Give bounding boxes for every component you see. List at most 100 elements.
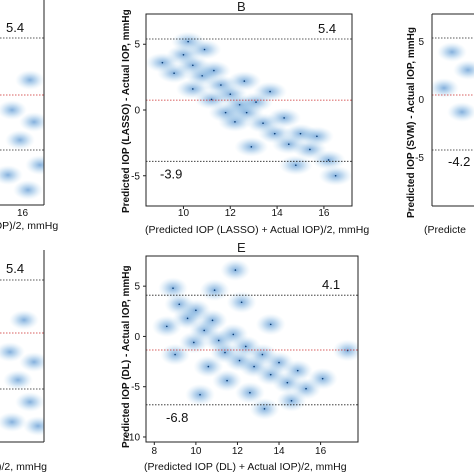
blobs-a-cluster-1	[0, 100, 27, 120]
blobs-a-cluster-0	[15, 70, 44, 90]
panel-b-point-center-1	[182, 53, 185, 56]
blobs-c-cluster-3	[447, 102, 474, 122]
blobs-a-cluster-3	[5, 130, 35, 150]
panel-e-x-tick-label-0: 8	[152, 446, 158, 457]
panel-e-point-center-14	[269, 373, 272, 376]
panel-e-point-center-13	[261, 353, 264, 356]
blobs-a-cluster-2	[19, 112, 44, 132]
panel-e-point-center-5	[211, 319, 214, 322]
panel-b-x-tick-label-2: 14	[272, 208, 284, 219]
panel-e-point-center-9	[232, 333, 235, 336]
panel-a-x-tick: 16	[17, 208, 29, 219]
panel-a-x-label: OP)/2, mmHg	[0, 220, 58, 232]
panel-b-point-center-19	[309, 148, 311, 151]
panel-e-x-tick-label-4: 16	[315, 446, 327, 457]
panel-e-point-center-21	[249, 391, 251, 394]
panel-e-blobs	[151, 259, 358, 420]
panel-b-x-tick-label-3: 16	[318, 208, 330, 219]
panel-e-point-center-11	[244, 345, 247, 348]
panel-b-point-center-27	[295, 164, 297, 167]
panel-e-y-tick-label-3: -10	[126, 432, 141, 443]
panel-e-point-center-1	[178, 303, 181, 306]
blobs-d-cluster-4	[15, 392, 44, 412]
blobs-d-cluster-3	[3, 370, 33, 390]
panel-b-point-center-8	[210, 98, 213, 101]
panel-c-y-label: Predicted IOP (SVM) - Actual IOP, mmHg	[406, 27, 417, 218]
panel-e-point-center-15	[278, 361, 280, 364]
blobs-d-cluster-1	[0, 342, 25, 362]
panel-c-lower-loa-label: -4.2	[448, 154, 470, 169]
panel-b-point-center-11	[245, 111, 248, 114]
panel-c-y-tick-5: 5	[418, 37, 424, 48]
panel-b-letter: B	[237, 0, 246, 14]
panel-b-point-center-0	[173, 72, 175, 74]
panel-e-point-center-26	[165, 325, 168, 328]
panel-d-upper-loa-label: 5.4	[6, 261, 24, 276]
panel-b-x-tick-label-1: 12	[225, 208, 237, 219]
panel-b-y-tick-label-0: 5	[134, 40, 140, 51]
panel-e-point-center-31	[321, 377, 324, 380]
panel-b-point-center-20	[316, 135, 318, 138]
panel-b-y-tick-label-1: 0	[134, 106, 140, 117]
panel-e-point-center-0	[172, 287, 174, 289]
panel-e-point-center-8	[224, 351, 226, 354]
blobs-a-cluster-6	[13, 180, 43, 200]
panel-e-x-label: (Predicted IOP (DL) + Actual IOP)/2, mmH…	[144, 461, 347, 473]
panel-e-x-tick-label-3: 14	[273, 446, 285, 457]
panel-e-point-center-20	[226, 379, 228, 382]
panel-c-y-tick-0: 0	[418, 95, 424, 106]
panel-e-point-center-32	[199, 393, 201, 396]
blobs-d-cluster-0	[9, 310, 39, 330]
panel-b: B 5.4 -3.9 10 12 14 16 5 0 -5 (Predicted IOP …	[121, 0, 369, 236]
panel-b-point-center-28	[250, 146, 253, 148]
panel-e-point-center-28	[290, 399, 293, 402]
panel-e-point-center-24	[269, 323, 272, 326]
blobs-c-cluster-0	[437, 42, 467, 62]
panel-b-x-ticks: 10 12 14 16	[178, 206, 330, 219]
panel-a: 5.4 16 OP)/2, mmHg	[0, 0, 58, 232]
panel-e-point-center-29	[263, 408, 266, 410]
panel-b-y-label: Predicted IOP (LASSO) - Actual IOP, mmHg	[121, 9, 132, 213]
panel-b-point-center-6	[213, 69, 215, 72]
panel-b-y-ticks: 5 0 -5	[131, 40, 146, 182]
panel-b-point-center-2	[192, 64, 194, 67]
panel-e-x-ticks: 8 10 12 14 16	[152, 442, 327, 457]
panel-b-point-center-15	[273, 132, 276, 135]
panel-e-point-center-22	[174, 353, 176, 356]
panel-a-upper-loa-label: 5.4	[6, 20, 24, 35]
panel-e-point-center-10	[238, 359, 241, 362]
panel-e-point-center-23	[240, 301, 243, 304]
panel-e-y-tick-label-1: 0	[134, 332, 140, 343]
panel-b-point-center-16	[283, 117, 285, 119]
panel-e-point-center-30	[234, 269, 237, 271]
panel-e-y-label: Predicted IOP (DL) - Actual IOP, mmHg	[121, 265, 132, 448]
panel-e-point-center-7	[217, 339, 220, 342]
panel-c: 5 0 -5 -4.2 Predicted IOP (SVM) - Actual…	[406, 13, 474, 236]
panel-b-point-center-25	[269, 90, 271, 93]
panel-b-x-label: (Predicted IOP (LASSO) + Actual IOP)/2, …	[145, 224, 369, 236]
panel-e-point-27	[332, 339, 358, 362]
panel-e-upper-loa-label: 4.1	[322, 277, 340, 292]
blobs-d-cluster-6	[23, 416, 44, 436]
panel-b-point-center-14	[262, 122, 264, 124]
panel-e-x-tick-label-1: 10	[190, 446, 202, 457]
panel-e-point-center-4	[203, 329, 205, 332]
panel-e-letter: E	[237, 240, 246, 255]
panel-b-point-center-23	[161, 61, 164, 64]
panel-e-point-center-16	[286, 381, 289, 384]
panel-c-y-tick-neg5: -5	[415, 153, 424, 164]
panel-e-x-tick-label-2: 12	[232, 446, 244, 457]
panel-b-point-center-22	[334, 174, 337, 177]
panel-e-point-center-19	[207, 365, 210, 368]
panel-b-point-center-26	[224, 111, 227, 114]
panel-c-blobs	[432, 42, 474, 122]
panel-d-x-label: )/2, mmHg	[0, 461, 47, 473]
panel-b-x-tick-label-0: 10	[178, 208, 190, 219]
blobs-a-cluster-5	[0, 165, 23, 185]
panel-e-point-center-6	[193, 341, 195, 344]
panel-e-point-center-17	[296, 369, 299, 372]
blobs-d-cluster-2	[19, 352, 44, 372]
panel-e-point-center-3	[195, 309, 197, 312]
blobs-c-cluster-2	[432, 78, 459, 98]
panel-b-point-center-4	[192, 88, 194, 90]
